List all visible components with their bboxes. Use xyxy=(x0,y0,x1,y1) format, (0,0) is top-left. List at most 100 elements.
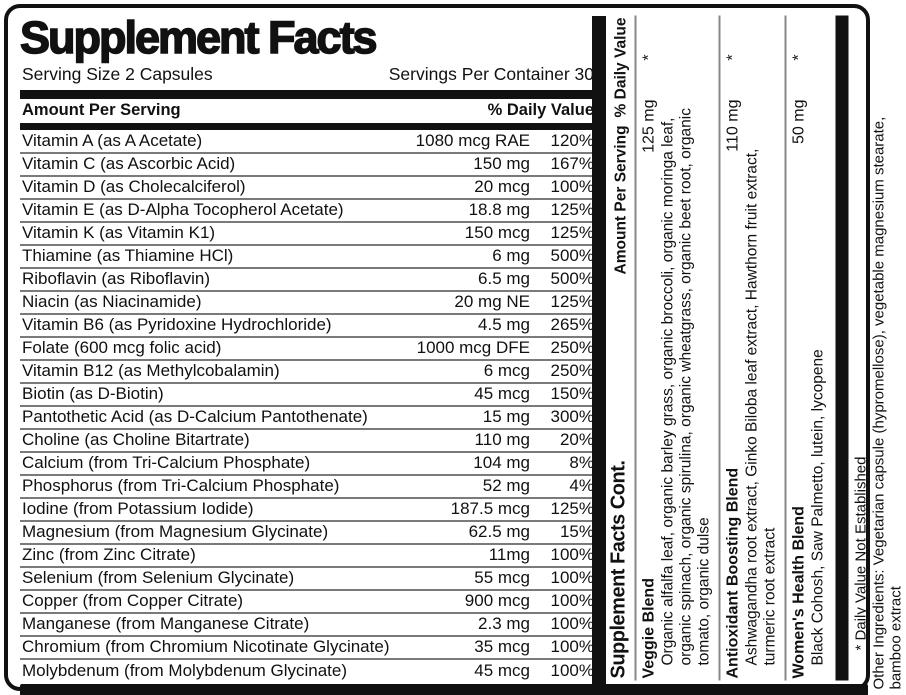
blend-amount: 50 mg xyxy=(790,99,808,144)
blend-dv: * xyxy=(640,54,658,61)
row-name: Folate (600 mcg folic acid) xyxy=(22,338,222,358)
row-dv: 125% xyxy=(550,200,594,220)
row-name: Calcium (from Tri-Calcium Phosphate) xyxy=(22,453,311,473)
row-amount: 45 mcg xyxy=(474,661,530,681)
row-dv: 100% xyxy=(550,177,594,197)
row-name: Biotin (as D-Biotin) xyxy=(22,384,164,404)
row-dv: 4% xyxy=(569,476,594,496)
row-dv: 265% xyxy=(550,315,594,335)
row-dv: 125% xyxy=(550,223,594,243)
daily-value-header: % Daily Value xyxy=(612,17,630,118)
blend-name: Antioxidant Boosting Blend xyxy=(724,467,742,679)
continuation-title: Supplement Facts Cont. xyxy=(607,460,630,679)
daily-value-header: % Daily Value xyxy=(487,100,594,119)
row-amount: 104 mg xyxy=(473,453,530,473)
row-name: Zinc (from Zinc Citrate) xyxy=(22,545,196,565)
table-row: Folate (600 mcg folic acid) 1000 mcg DFE 2… xyxy=(20,338,596,361)
row-name: Magnesium (from Magnesium Glycinate) xyxy=(22,522,329,542)
row-dv: 500% xyxy=(550,269,594,289)
row-amount: 62.5 mg xyxy=(468,522,530,542)
table-row: Copper (from Copper Citrate) 900 mcg 100% xyxy=(20,591,596,614)
row-name: Vitamin E (as D-Alpha Tocopherol Acetate… xyxy=(22,200,344,220)
table-row: Iodine (from Potassium Iodide) 187.5 mcg 1… xyxy=(20,499,596,522)
row-name: Phosphorus (from Tri-Calcium Phosphate) xyxy=(22,476,340,496)
row-amount: 45 mcg xyxy=(474,384,530,404)
row-amount: 52 mg xyxy=(482,476,530,496)
table-row: Vitamin B6 (as Pyridoxine Hydrochloride)… xyxy=(20,315,596,338)
other-ingredients: Other Ingredients: Vegetarian capsule (h… xyxy=(870,20,905,690)
blend-ingredients: Organic alfalfa leaf, organic barley gra… xyxy=(659,108,713,666)
main-rows: Vitamin A (as A Acetate) 1080 mcg RAE 120%… xyxy=(20,131,596,683)
row-dv: 100% xyxy=(550,614,594,634)
blend-dv: * xyxy=(790,54,808,61)
row-name: Niacin (as Niacinamide) xyxy=(22,292,202,312)
row-dv: 100% xyxy=(550,591,594,611)
table-row: Vitamin C (as Ascorbic Acid) 150 mg 167% xyxy=(20,154,596,177)
table-row: Chromium (from Chromium Nicotinate Glyci… xyxy=(20,637,596,660)
row-amount: 1080 mcg RAE xyxy=(415,131,530,151)
daily-value-note: * Daily Value Not Established xyxy=(852,456,870,651)
continuation-panel: Supplement Facts Cont. Amount Per Servin… xyxy=(607,15,874,681)
row-name: Molybdenum (from Molybdenum Glycinate) xyxy=(22,661,348,681)
blend-name: Women's Health Blend xyxy=(790,506,808,679)
row-name: Vitamin A (as A Acetate) xyxy=(22,131,203,151)
front-panel: Supplement Facts Serving Size 2 Capsules… xyxy=(19,12,596,683)
row-name: Vitamin B6 (as Pyridoxine Hydrochloride) xyxy=(22,315,332,335)
row-name: Pantothetic Acid (as D-Calcium Pantothen… xyxy=(22,407,368,427)
table-row: Calcium (from Tri-Calcium Phosphate) 104 … xyxy=(20,453,596,476)
serving-row: Serving Size 2 Capsules Servings Per Con… xyxy=(20,63,596,90)
row-dv: 120% xyxy=(550,131,594,151)
row-amount: 6.5 mg xyxy=(478,269,530,289)
blend-amount: 125 mg xyxy=(640,99,658,153)
table-row: Magnesium (from Magnesium Glycinate) 62.5… xyxy=(20,522,596,545)
table-row: Zinc (from Zinc Citrate) 11mg 100% xyxy=(20,545,596,568)
servings-per-container: Servings Per Container 30 xyxy=(388,63,594,84)
blend-row: Antioxidant Boosting Blend 110 mg * xyxy=(721,16,743,681)
table-row: Riboflavin (as Riboflavin) 6.5 mg 500% xyxy=(20,269,596,292)
table-row: Selenium (from Selenium Glycinate) 55 mcg… xyxy=(20,568,596,591)
blend-dv: * xyxy=(724,54,742,61)
row-amount: 35 mcg xyxy=(474,637,530,657)
row-amount: 1000 mcg DFE xyxy=(416,338,530,358)
table-row: Phosphorus (from Tri-Calcium Phosphate) 5… xyxy=(20,476,596,499)
other-ingredients-text: Other Ingredients: Vegetarian capsule (h… xyxy=(870,116,905,690)
row-name: Riboflavin (as Riboflavin) xyxy=(22,269,211,289)
row-amount: 150 mg xyxy=(473,154,530,174)
serving-size: Serving Size 2 Capsules xyxy=(22,63,213,84)
row-name: Manganese (from Manganese Citrate) xyxy=(22,614,310,634)
table-row: Molybdenum (from Molybdenum Glycinate) 45… xyxy=(20,660,596,683)
row-name: Chromium (from Chromium Nicotinate Glyci… xyxy=(22,637,390,657)
row-dv: 167% xyxy=(550,154,594,174)
table-row: Vitamin A (as A Acetate) 1080 mcg RAE 120% xyxy=(20,131,596,154)
row-amount: 187.5 mcg xyxy=(450,499,530,519)
blend-name: Veggie Blend xyxy=(640,578,658,679)
row-dv: 100% xyxy=(550,568,594,588)
row-name: Selenium (from Selenium Glycinate) xyxy=(22,568,295,588)
row-name: Thiamine (as Thiamine HCl) xyxy=(22,246,234,266)
row-dv: 100% xyxy=(550,545,594,565)
row-amount: 900 mcg xyxy=(464,591,530,611)
column-header-row: Amount Per Serving % Daily Value xyxy=(20,99,596,123)
amount-per-serving-header: Amount Per Serving xyxy=(22,100,181,119)
thick-divider-bar xyxy=(20,89,596,99)
amount-per-serving-header: Amount Per Serving xyxy=(612,125,630,275)
blend-amount: 110 mg xyxy=(724,99,742,152)
bottom-divider-bar xyxy=(20,684,868,695)
table-row: Vitamin K (as Vitamin K1) 150 mcg 125% xyxy=(20,223,596,246)
row-dv: 300% xyxy=(550,407,594,427)
row-dv: 125% xyxy=(550,292,594,312)
row-name: Iodine (from Potassium Iodide) xyxy=(22,499,254,519)
label-border-box: Supplement Facts Serving Size 2 Capsules… xyxy=(4,4,870,695)
page-title: Supplement Facts xyxy=(19,12,378,63)
row-dv: 100% xyxy=(550,637,594,657)
row-name: Vitamin D (as Cholecalciferol) xyxy=(22,177,246,197)
row-dv: 150% xyxy=(550,384,594,404)
blend-ingredients: Black Cohosh, Saw Palmetto, lutein, lyco… xyxy=(809,349,827,666)
blend-ingredients: Ashwagandha root extract, Ginko Biloba l… xyxy=(743,148,779,666)
row-amount: 11mg xyxy=(488,545,530,565)
row-dv: 8% xyxy=(569,453,594,473)
row-name: Vitamin B12 (as Methylcobalamin) xyxy=(22,361,280,381)
row-name: Copper (from Copper Citrate) xyxy=(22,591,244,611)
row-amount: 4.5 mg xyxy=(478,315,530,335)
row-amount: 55 mcg xyxy=(474,568,530,588)
